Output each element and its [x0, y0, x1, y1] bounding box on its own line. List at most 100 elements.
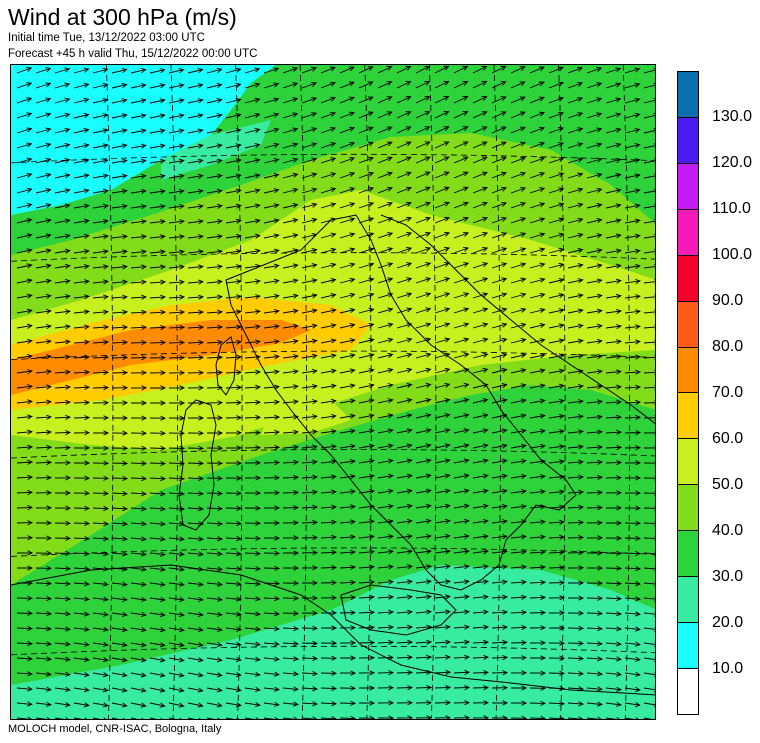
wind-arrow: [149, 506, 167, 512]
wind-arrow: [206, 279, 223, 285]
wind-arrow: [358, 534, 375, 540]
wind-arrow: [168, 385, 186, 391]
wind-arrow: [491, 594, 509, 600]
wind-arrow: [54, 626, 71, 632]
wind-arrow: [244, 505, 262, 511]
wind-arrow: [434, 715, 452, 719]
wind-arrow: [92, 505, 110, 512]
wind-arrow: [168, 68, 185, 74]
wind-arrow: [605, 399, 623, 405]
italy-coastline: [225, 214, 577, 591]
wind-arrow: [605, 127, 622, 134]
wind-arrow: [567, 172, 584, 179]
wind-arrow: [225, 188, 242, 194]
wind-arrow: [244, 581, 262, 587]
wind-arrow: [358, 715, 376, 719]
wind-arrow: [529, 474, 546, 480]
wind-arrow: [491, 66, 507, 74]
wind-arrow: [320, 428, 337, 435]
wind-arrow: [130, 173, 147, 179]
wind-arrow: [320, 489, 337, 495]
wind-arrow: [567, 187, 584, 194]
wind-arrow: [453, 111, 469, 119]
wind-arrow: [320, 96, 336, 104]
wind-arrow: [16, 338, 33, 344]
wind-arrow: [643, 656, 655, 663]
wind-arrow: [54, 278, 71, 284]
wind-arrow: [491, 383, 508, 389]
wind-arrow: [472, 141, 488, 149]
wind-arrow: [301, 625, 319, 631]
wind-arrow: [548, 413, 565, 419]
wind-arrow: [263, 324, 280, 330]
wind-arrow: [263, 218, 280, 224]
wind-arrow: [187, 354, 205, 361]
wind-arrow: [339, 292, 356, 299]
wind-arrow: [624, 460, 642, 466]
wind-arrow: [244, 309, 261, 315]
wind-arrow: [263, 550, 281, 556]
wind-arrow: [301, 308, 318, 314]
wind-arrow: [358, 202, 375, 209]
wind-arrow: [491, 549, 508, 555]
wind-arrow: [472, 126, 488, 134]
wind-arrow: [529, 489, 546, 495]
wind-arrow: [168, 324, 186, 330]
wind-arrow: [453, 322, 470, 329]
wind-arrow: [529, 217, 546, 224]
wind-arrow: [624, 324, 641, 330]
wind-arrow: [624, 97, 641, 104]
wind-arrow: [149, 702, 166, 708]
wind-arrow: [282, 353, 299, 360]
wind-arrow: [415, 549, 432, 555]
wind-arrow: [244, 112, 261, 119]
wind-arrow: [149, 551, 166, 557]
wind-arrow: [472, 262, 489, 269]
wind-arrow: [586, 263, 603, 269]
wind-arrow: [491, 700, 509, 706]
wind-arrow: [130, 460, 148, 467]
wind-arrow: [491, 473, 508, 479]
wind-arrow: [282, 414, 299, 420]
wind-arrow: [624, 294, 641, 300]
wind-arrow: [339, 202, 356, 209]
wind-arrow: [339, 564, 357, 570]
wind-arrow: [35, 369, 52, 375]
wind-arrow: [605, 716, 621, 719]
wind-arrow: [225, 203, 242, 209]
wind-arrow: [16, 187, 33, 194]
wind-arrow: [16, 459, 34, 465]
wind-arrow: [339, 232, 356, 239]
wind-arrow: [225, 611, 242, 617]
wind-arrow: [282, 157, 299, 164]
wind-arrow: [339, 262, 356, 269]
wind-arrow: [339, 247, 356, 254]
wind-arrow: [263, 188, 280, 194]
wind-arrow: [263, 671, 280, 677]
wind-arrow: [472, 337, 489, 344]
wind-arrow: [35, 565, 53, 571]
wind-arrow: [244, 278, 261, 285]
wind-arrow: [54, 414, 72, 420]
wind-arrow: [92, 581, 109, 587]
wind-arrow: [321, 625, 338, 631]
wind-arrow: [263, 414, 281, 420]
wind-arrow: [453, 171, 469, 179]
wind-arrow: [567, 308, 584, 314]
wind-arrow: [339, 610, 357, 616]
wind-arrow: [225, 158, 242, 164]
wind-arrow: [510, 504, 527, 510]
wind-arrow: [472, 413, 489, 419]
wind-arrow: [111, 536, 128, 542]
wind-arrow: [187, 551, 204, 557]
wind-arrow: [225, 641, 242, 647]
wind-arrow: [282, 520, 300, 526]
wind-arrow: [35, 233, 52, 239]
wind-arrow: [491, 232, 508, 239]
wind-arrow: [358, 66, 374, 74]
wind-arrow: [529, 202, 546, 209]
wind-arrow: [35, 671, 52, 677]
wind-arrow: [396, 186, 412, 194]
wind-arrow: [340, 655, 357, 661]
wind-arrow: [92, 687, 109, 693]
